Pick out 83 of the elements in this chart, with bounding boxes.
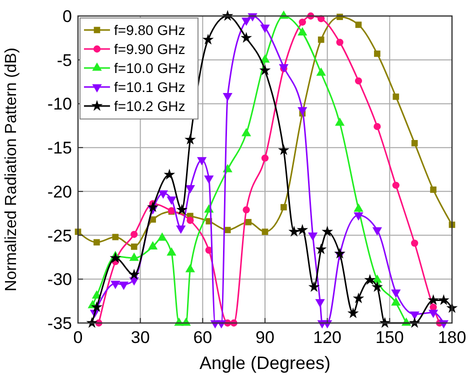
point <box>91 301 102 312</box>
y-tick-label: -25 <box>47 226 72 246</box>
point <box>130 230 138 238</box>
legend-label: f=9.90 GHz <box>114 41 186 57</box>
point <box>259 64 271 76</box>
point <box>334 248 346 259</box>
point <box>308 281 320 292</box>
point <box>130 244 138 250</box>
point <box>112 234 119 240</box>
point <box>186 216 194 224</box>
point <box>241 18 252 26</box>
point <box>224 226 231 234</box>
point <box>352 292 364 304</box>
point <box>260 24 270 33</box>
point <box>241 128 252 136</box>
point <box>240 32 252 43</box>
point <box>296 224 308 235</box>
x-tick-label: 150 <box>375 328 404 347</box>
point <box>262 228 268 235</box>
point <box>110 252 122 263</box>
legend-label: f=10.2 GHz <box>114 98 186 114</box>
point <box>354 77 362 84</box>
point <box>334 117 345 126</box>
point <box>164 168 176 180</box>
y-tick-label: -5 <box>56 50 72 70</box>
legend-label: f=10.1 GHz <box>114 79 186 95</box>
y-axis-title: Normalized Radiation Pattern (dB) <box>3 48 20 292</box>
x-tick-label: 60 <box>193 328 212 347</box>
point <box>298 18 306 26</box>
point <box>411 240 418 247</box>
point <box>428 294 439 306</box>
point <box>318 36 324 43</box>
point <box>128 268 140 280</box>
point <box>166 247 176 256</box>
point <box>176 204 188 215</box>
point <box>204 175 214 184</box>
y-tick-label: -20 <box>47 182 72 202</box>
point <box>355 22 362 28</box>
point <box>322 226 334 237</box>
point <box>202 34 214 45</box>
x-tick-label: 90 <box>256 328 274 347</box>
point <box>261 154 269 162</box>
point <box>336 38 344 46</box>
y-tick-label: 0 <box>62 7 72 26</box>
y-tick-label: -30 <box>47 270 72 290</box>
point <box>94 239 100 246</box>
point <box>374 50 380 57</box>
legend-label: f=10.0 GHz <box>114 60 186 76</box>
legend-label: f=9.80 GHz <box>114 22 186 38</box>
x-tick-label: 30 <box>130 328 150 347</box>
point <box>354 203 364 212</box>
point <box>379 317 391 328</box>
y-tick-label: -10 <box>47 94 72 114</box>
point <box>374 122 381 130</box>
point <box>372 281 383 292</box>
point <box>392 94 400 100</box>
point <box>184 134 196 145</box>
point <box>298 107 308 116</box>
point <box>315 243 327 254</box>
point <box>260 54 270 63</box>
point <box>347 307 359 318</box>
point <box>148 241 158 250</box>
point <box>245 218 252 226</box>
y-tick-label: -35 <box>47 314 72 333</box>
point <box>242 206 250 214</box>
point <box>222 93 232 102</box>
point <box>411 140 418 146</box>
y-tick-label: -15 <box>47 138 72 158</box>
x-tick-label: 120 <box>313 328 342 347</box>
point <box>391 297 401 306</box>
point <box>392 182 400 189</box>
point <box>129 252 139 261</box>
x-tick-label: 180 <box>438 328 466 347</box>
point <box>147 201 158 212</box>
point <box>288 226 300 237</box>
point <box>280 204 287 210</box>
point <box>364 274 376 285</box>
point <box>278 144 290 156</box>
point <box>438 294 450 306</box>
point <box>430 186 436 193</box>
point <box>157 232 167 241</box>
x-axis-title: Angle (Degrees) <box>199 353 331 373</box>
point <box>185 264 196 272</box>
